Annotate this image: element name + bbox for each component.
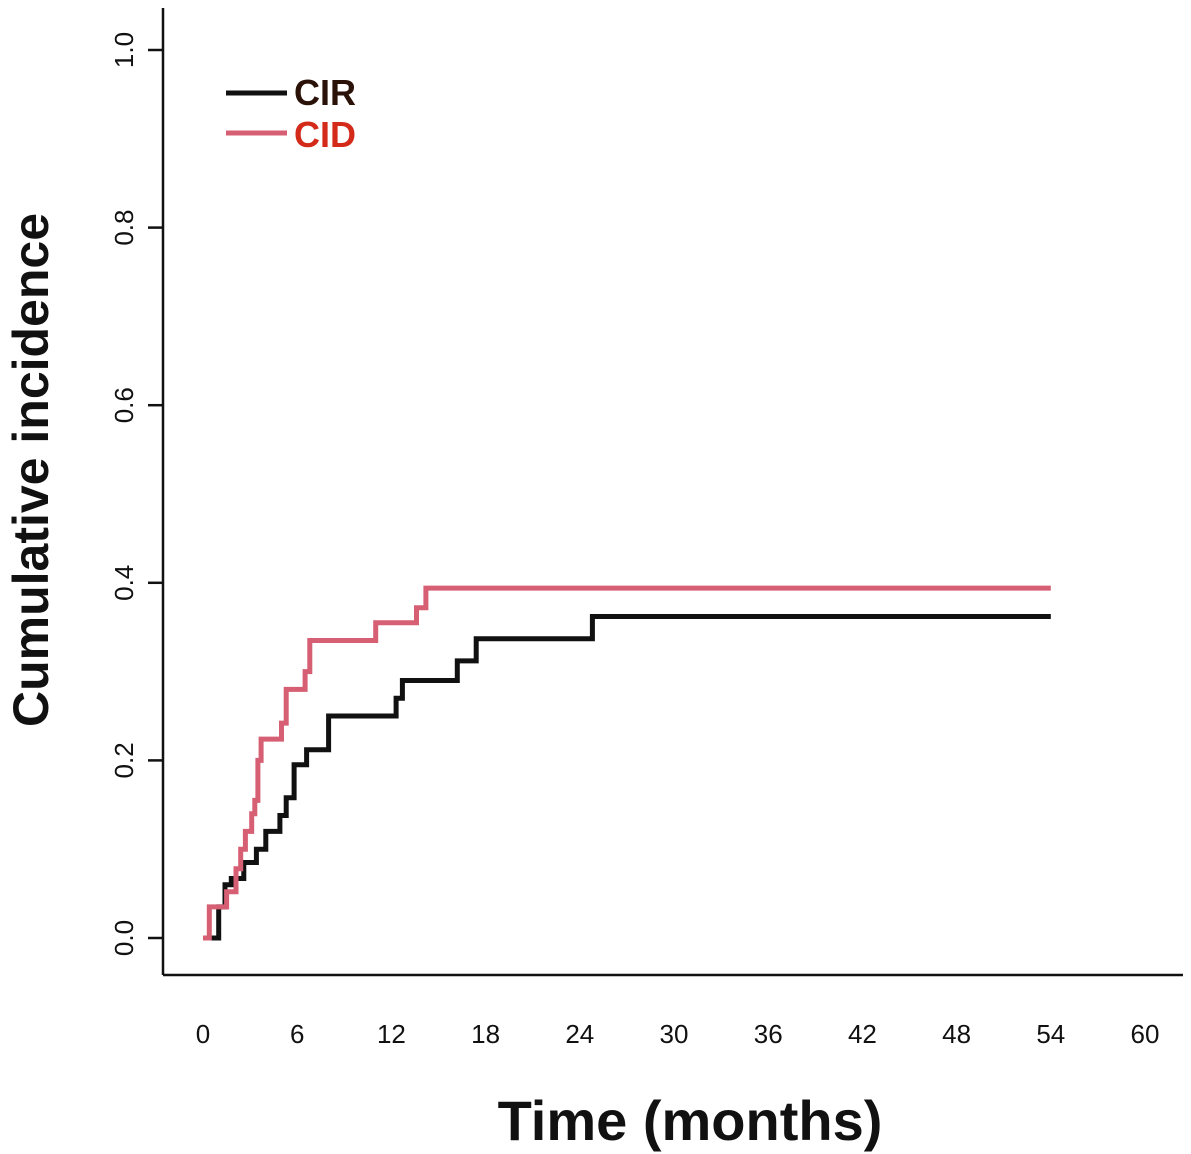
y-tick-label: 0.4 xyxy=(109,565,139,601)
x-tick-label: 30 xyxy=(660,1019,689,1049)
x-tick-label: 36 xyxy=(754,1019,783,1049)
y-tick-label: 0.6 xyxy=(109,387,139,423)
x-tick-label: 24 xyxy=(565,1019,594,1049)
y-tick-label: 0.0 xyxy=(109,920,139,956)
x-tick-label: 6 xyxy=(290,1019,304,1049)
legend: CIR CID xyxy=(226,72,356,155)
x-tick-label: 12 xyxy=(377,1019,406,1049)
x-tick-label: 42 xyxy=(848,1019,877,1049)
x-tick-label: 60 xyxy=(1131,1019,1160,1049)
series-line-cir xyxy=(203,614,1051,941)
y-tick-label: 0.2 xyxy=(109,742,139,778)
axes xyxy=(161,8,1183,977)
x-ticks: 0 6 12 18 24 30 36 42 48 54 60 xyxy=(196,1019,1160,1049)
y-ticks: 0.0 0.2 0.4 0.6 0.8 1.0 xyxy=(109,32,163,956)
y-tick-label: 1.0 xyxy=(109,32,139,68)
x-tick-label: 54 xyxy=(1036,1019,1065,1049)
x-tick-label: 48 xyxy=(942,1019,971,1049)
y-tick-label: 0.8 xyxy=(109,210,139,246)
series-line-cid xyxy=(203,585,1051,941)
x-tick-label: 18 xyxy=(471,1019,500,1049)
y-axis-title: Cumulative incidence xyxy=(3,213,59,727)
legend-label-cir: CIR xyxy=(294,72,356,113)
series-layer xyxy=(203,585,1051,941)
legend-label-cid: CID xyxy=(294,114,356,155)
x-tick-label: 0 xyxy=(196,1019,210,1049)
x-axis-title: Time (months) xyxy=(498,1089,883,1152)
